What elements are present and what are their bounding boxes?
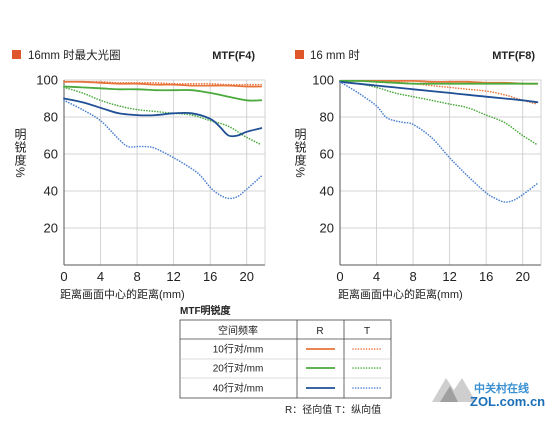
legend-row-label: 20行对/mm: [213, 362, 264, 375]
x-tick-label: 8: [409, 269, 416, 284]
watermark-en: ZOL.com.cn: [470, 394, 545, 409]
legend-header-frequency: 空间频率: [218, 324, 258, 337]
chart-label-right: MTF(F4): [212, 50, 255, 62]
series-line-r20: [339, 79, 539, 85]
y-tick-label: 100: [312, 73, 334, 88]
x-axis-label: 距离画面中心的距离(mm): [60, 287, 185, 301]
legend-row-label: 40行对/mm: [213, 382, 264, 395]
zol-logo-icon: [432, 378, 476, 402]
grid: [64, 79, 265, 265]
series-line-t20: [63, 86, 263, 146]
series-line-t40: [339, 81, 539, 203]
series-group: [63, 80, 263, 200]
legend-header-t: T: [364, 326, 370, 337]
legend-square-icon: [12, 50, 21, 59]
grid: [340, 79, 541, 265]
series-line-t10: [63, 80, 263, 86]
axes: [339, 80, 542, 266]
x-tick-label: 20: [515, 269, 529, 284]
y-tick-label: 20: [44, 221, 58, 236]
y-tick-label: 80: [44, 110, 58, 125]
chart-label-right: MTF(F8): [492, 50, 535, 62]
y-tick-label: 80: [320, 110, 334, 125]
x-tick-label: 12: [442, 269, 456, 284]
mtf-chart-f4: 16mm 时最大光圈 MTF(F4) 20 40 60 80 100 0 4 8 12 16 20…: [12, 48, 266, 301]
y-tick-label: 40: [320, 184, 334, 199]
x-tick-label: 16: [203, 269, 217, 284]
zol-watermark: 中关村在线 ZOL.com.cn: [432, 378, 545, 409]
legend-rows: 10行对/mm 20行对/mm 40行对/mm: [213, 343, 383, 395]
x-tick-label: 0: [60, 269, 67, 284]
series-line-r40: [63, 97, 263, 138]
axes: [63, 80, 266, 266]
legend-table: MTF明锐度 空间频率 R T 10行对/mm 20行对/mm 40行对/mm R：…: [179, 304, 392, 416]
series-line-r10: [63, 80, 263, 88]
y-axis-label: 明锐度%: [293, 128, 307, 179]
series-line-t40: [63, 99, 263, 200]
x-tick-labels: 0 4 8 12 16 20: [60, 269, 254, 284]
x-tick-label: 12: [166, 269, 180, 284]
y-tick-labels: 20 40 60 80 100: [312, 73, 334, 236]
x-tick-label: 4: [97, 269, 104, 284]
x-tick-label: 8: [133, 269, 140, 284]
y-tick-label: 60: [320, 147, 334, 162]
mtf-chart-f8: 16 mm 时 MTF(F8) 20 40 60 80 100 0 4 8 12 16 20 明锐…: [293, 49, 542, 301]
legend-row-label: 10行对/mm: [213, 343, 264, 356]
x-tick-labels: 0 4 8 12 16 20: [336, 269, 530, 284]
y-tick-label: 60: [44, 147, 58, 162]
legend-header-r: R: [316, 326, 323, 337]
y-tick-label: 20: [320, 221, 334, 236]
legend-caption: MTF明锐度: [180, 304, 232, 317]
x-tick-label: 20: [239, 269, 253, 284]
y-tick-labels: 20 40 60 80 100: [36, 73, 58, 236]
x-tick-label: 4: [373, 269, 380, 284]
y-tick-label: 100: [36, 73, 58, 88]
watermark-cn: 中关村在线: [474, 381, 529, 395]
series-line-r20: [63, 85, 263, 102]
series-group: [339, 79, 539, 203]
x-axis-label: 距离画面中心的距离(mm): [338, 287, 463, 301]
legend-note: R：径向值 T：纵向值: [285, 403, 381, 416]
chart-title: 16mm 时最大光圈: [28, 48, 121, 62]
y-tick-label: 40: [44, 184, 58, 199]
series-line-t20: [339, 81, 539, 146]
chart-title: 16 mm 时: [310, 49, 360, 62]
legend-square-icon: [295, 50, 304, 59]
x-tick-label: 16: [479, 269, 493, 284]
x-tick-label: 0: [336, 269, 343, 284]
series-line-r40: [339, 80, 539, 104]
y-axis-label: 明锐度%: [13, 128, 27, 179]
